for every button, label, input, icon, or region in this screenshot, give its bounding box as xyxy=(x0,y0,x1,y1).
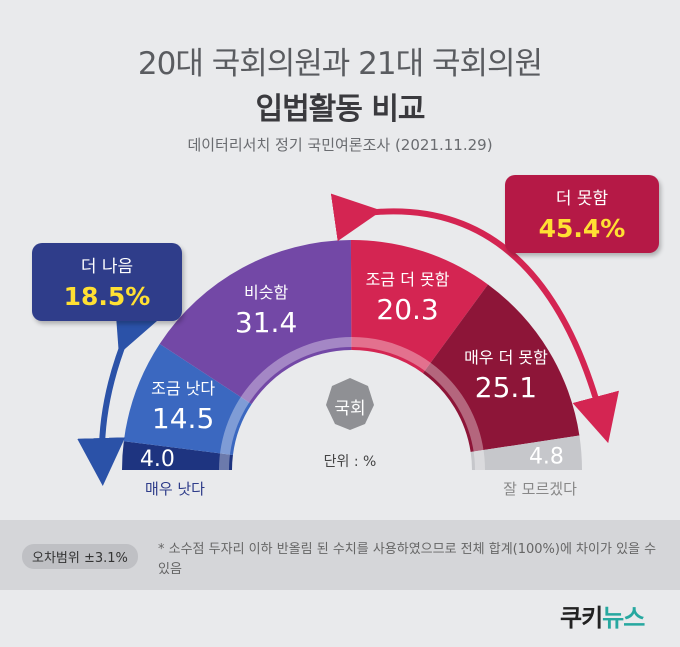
slice-5 xyxy=(470,435,582,470)
worse-summary-box: 더 못함 45.4% xyxy=(505,175,659,253)
slice-value-2: 31.4 xyxy=(235,306,297,339)
worse-label: 더 못함 xyxy=(555,189,609,209)
label-very-better: 매우 낫다 xyxy=(145,480,205,498)
slice-value-3: 20.3 xyxy=(376,293,438,326)
slice-value-1: 14.5 xyxy=(152,402,214,435)
label-dont-know: 잘 모르겠다 xyxy=(503,480,577,498)
national-assembly-emblem: 국회 xyxy=(326,378,374,430)
error-margin-badge: 오차범위 ±3.1% xyxy=(22,544,138,569)
slice-value-4: 25.1 xyxy=(475,371,537,404)
slice-value-5: 4.8 xyxy=(529,444,564,469)
semicircle-chart: 4.0 조금 낫다 14.5 비슷함 31.4 조금 더 못함 20.3 매우 더 못함 25.… xyxy=(77,193,619,498)
slice-label-2: 비슷함 xyxy=(244,283,288,302)
emblem-text: 국회 xyxy=(334,399,365,419)
slice-2 xyxy=(159,240,352,405)
subtitle: 데이터리서치 정기 국민여론조사 (2021.11.29) xyxy=(187,136,493,154)
slice-label-3: 조금 더 못함 xyxy=(366,270,450,289)
slice-label-4: 매우 더 못함 xyxy=(464,348,548,367)
better-label: 더 나음 xyxy=(80,257,134,277)
slice-label-1: 조금 낫다 xyxy=(151,379,215,398)
better-value: 18.5% xyxy=(63,282,151,311)
title-line1: 20대 국회의원과 21대 국회의원 xyxy=(137,46,543,82)
logo-part2: 뉴스 xyxy=(602,604,645,632)
better-summary-box: 더 나음 18.5% xyxy=(32,243,182,321)
better-arrow xyxy=(77,300,160,486)
worse-arrow xyxy=(330,193,619,444)
slice-value-0: 4.0 xyxy=(140,447,175,472)
footnote: * 소수점 두자리 이하 반올림 된 수치를 사용하였으므로 전체 합계(100… xyxy=(158,542,657,577)
publisher-logo: 쿠키뉴스 xyxy=(560,598,645,633)
title-line2: 입법활동 비교 xyxy=(255,92,425,127)
logo-part1: 쿠키 xyxy=(560,604,603,632)
unit-label: 단위 : % xyxy=(324,454,377,470)
worse-value: 45.4% xyxy=(538,214,626,243)
